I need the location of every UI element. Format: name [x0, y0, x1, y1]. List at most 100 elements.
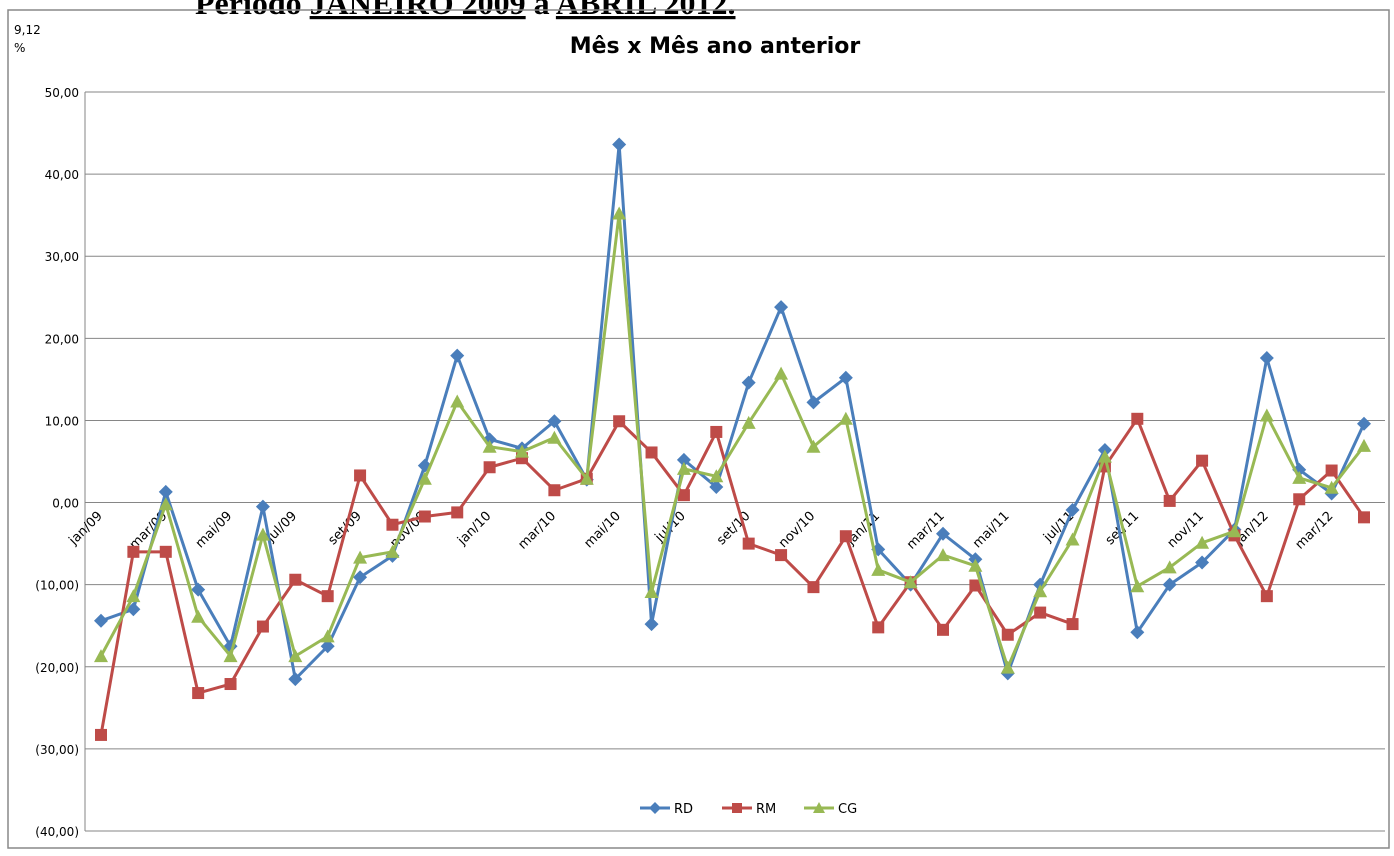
series-line	[99, 212, 1366, 670]
y-tick-label: (20,00)	[35, 661, 79, 675]
marker	[385, 544, 400, 558]
x-tick-label: mai/10	[581, 509, 624, 552]
marker	[871, 562, 886, 576]
marker	[321, 590, 334, 603]
legend-label: RM	[756, 802, 776, 817]
marker	[1033, 584, 1048, 598]
marker	[806, 439, 821, 453]
marker	[1195, 555, 1210, 570]
legend-label: RD	[674, 802, 693, 817]
marker	[775, 549, 788, 562]
annotation: %	[14, 41, 25, 55]
marker	[548, 484, 561, 497]
marker	[732, 803, 742, 813]
marker	[1162, 577, 1177, 592]
x-tick-label: nov/10	[776, 509, 818, 551]
marker	[1097, 449, 1112, 463]
marker	[1195, 535, 1210, 549]
marker	[256, 620, 269, 633]
marker	[1130, 625, 1145, 640]
marker	[418, 510, 431, 523]
marker	[1358, 511, 1370, 524]
marker	[515, 444, 529, 458]
marker	[1196, 454, 1209, 467]
marker	[1259, 351, 1274, 366]
marker	[127, 545, 140, 558]
marker	[320, 639, 335, 654]
marker	[612, 137, 627, 152]
marker	[806, 395, 821, 410]
marker	[417, 471, 432, 485]
marker	[709, 469, 724, 483]
marker	[1066, 618, 1079, 631]
marker	[191, 582, 206, 597]
marker	[676, 452, 691, 467]
marker	[710, 425, 723, 438]
marker	[774, 300, 789, 315]
marker	[353, 570, 368, 585]
marker	[354, 469, 367, 482]
legend-item: RD	[640, 802, 693, 817]
marker	[936, 548, 950, 562]
marker	[1130, 579, 1145, 593]
marker	[741, 415, 756, 429]
marker	[320, 629, 335, 643]
marker	[968, 558, 983, 572]
marker	[126, 589, 141, 603]
y-tick-label: 40,00	[45, 168, 79, 182]
marker	[644, 617, 659, 632]
marker	[1131, 412, 1144, 425]
marker	[613, 415, 626, 428]
marker	[386, 518, 399, 531]
series	[95, 412, 1370, 741]
y-tick-label: (30,00)	[35, 743, 79, 757]
y-tick-label: (40,00)	[35, 825, 79, 839]
marker	[95, 728, 107, 741]
y-tick-label: 30,00	[45, 250, 79, 264]
legend-label: CG	[838, 802, 857, 817]
marker	[483, 461, 496, 474]
x-tick-label: jan/09	[66, 509, 106, 549]
marker	[255, 527, 270, 541]
marker	[94, 613, 108, 628]
marker	[807, 581, 820, 594]
y-tick-label: (10,00)	[35, 579, 79, 593]
legend-item: CG	[804, 802, 857, 817]
y-tick-label: 10,00	[45, 414, 79, 428]
marker	[839, 530, 852, 543]
marker	[1357, 416, 1371, 431]
marker	[1162, 560, 1177, 574]
marker	[838, 411, 853, 425]
marker	[450, 394, 465, 408]
marker	[1000, 660, 1015, 674]
marker	[158, 484, 173, 499]
marker	[288, 672, 303, 687]
marker	[1357, 438, 1371, 452]
marker	[288, 649, 303, 663]
legend-item: RM	[722, 802, 776, 817]
marker	[547, 414, 562, 429]
marker	[1163, 494, 1176, 507]
x-tick-label: mar/12	[1293, 509, 1337, 553]
y-tick-label: 20,00	[45, 332, 79, 346]
marker	[612, 206, 627, 220]
series-line	[100, 143, 1366, 681]
marker	[158, 497, 173, 511]
marker	[1324, 480, 1339, 494]
x-tick-label: mai/11	[970, 509, 1013, 552]
marker	[838, 370, 853, 385]
marker	[159, 545, 172, 558]
marker	[579, 471, 594, 485]
marker	[676, 461, 691, 475]
marker	[255, 499, 270, 514]
marker	[709, 479, 724, 494]
marker	[1260, 590, 1273, 603]
y-tick-label: 50,00	[45, 86, 79, 100]
marker	[94, 649, 108, 663]
chart-title: Mês x Mês ano anterior	[570, 34, 861, 59]
marker	[741, 375, 756, 390]
marker	[1259, 408, 1274, 422]
marker	[289, 573, 302, 586]
